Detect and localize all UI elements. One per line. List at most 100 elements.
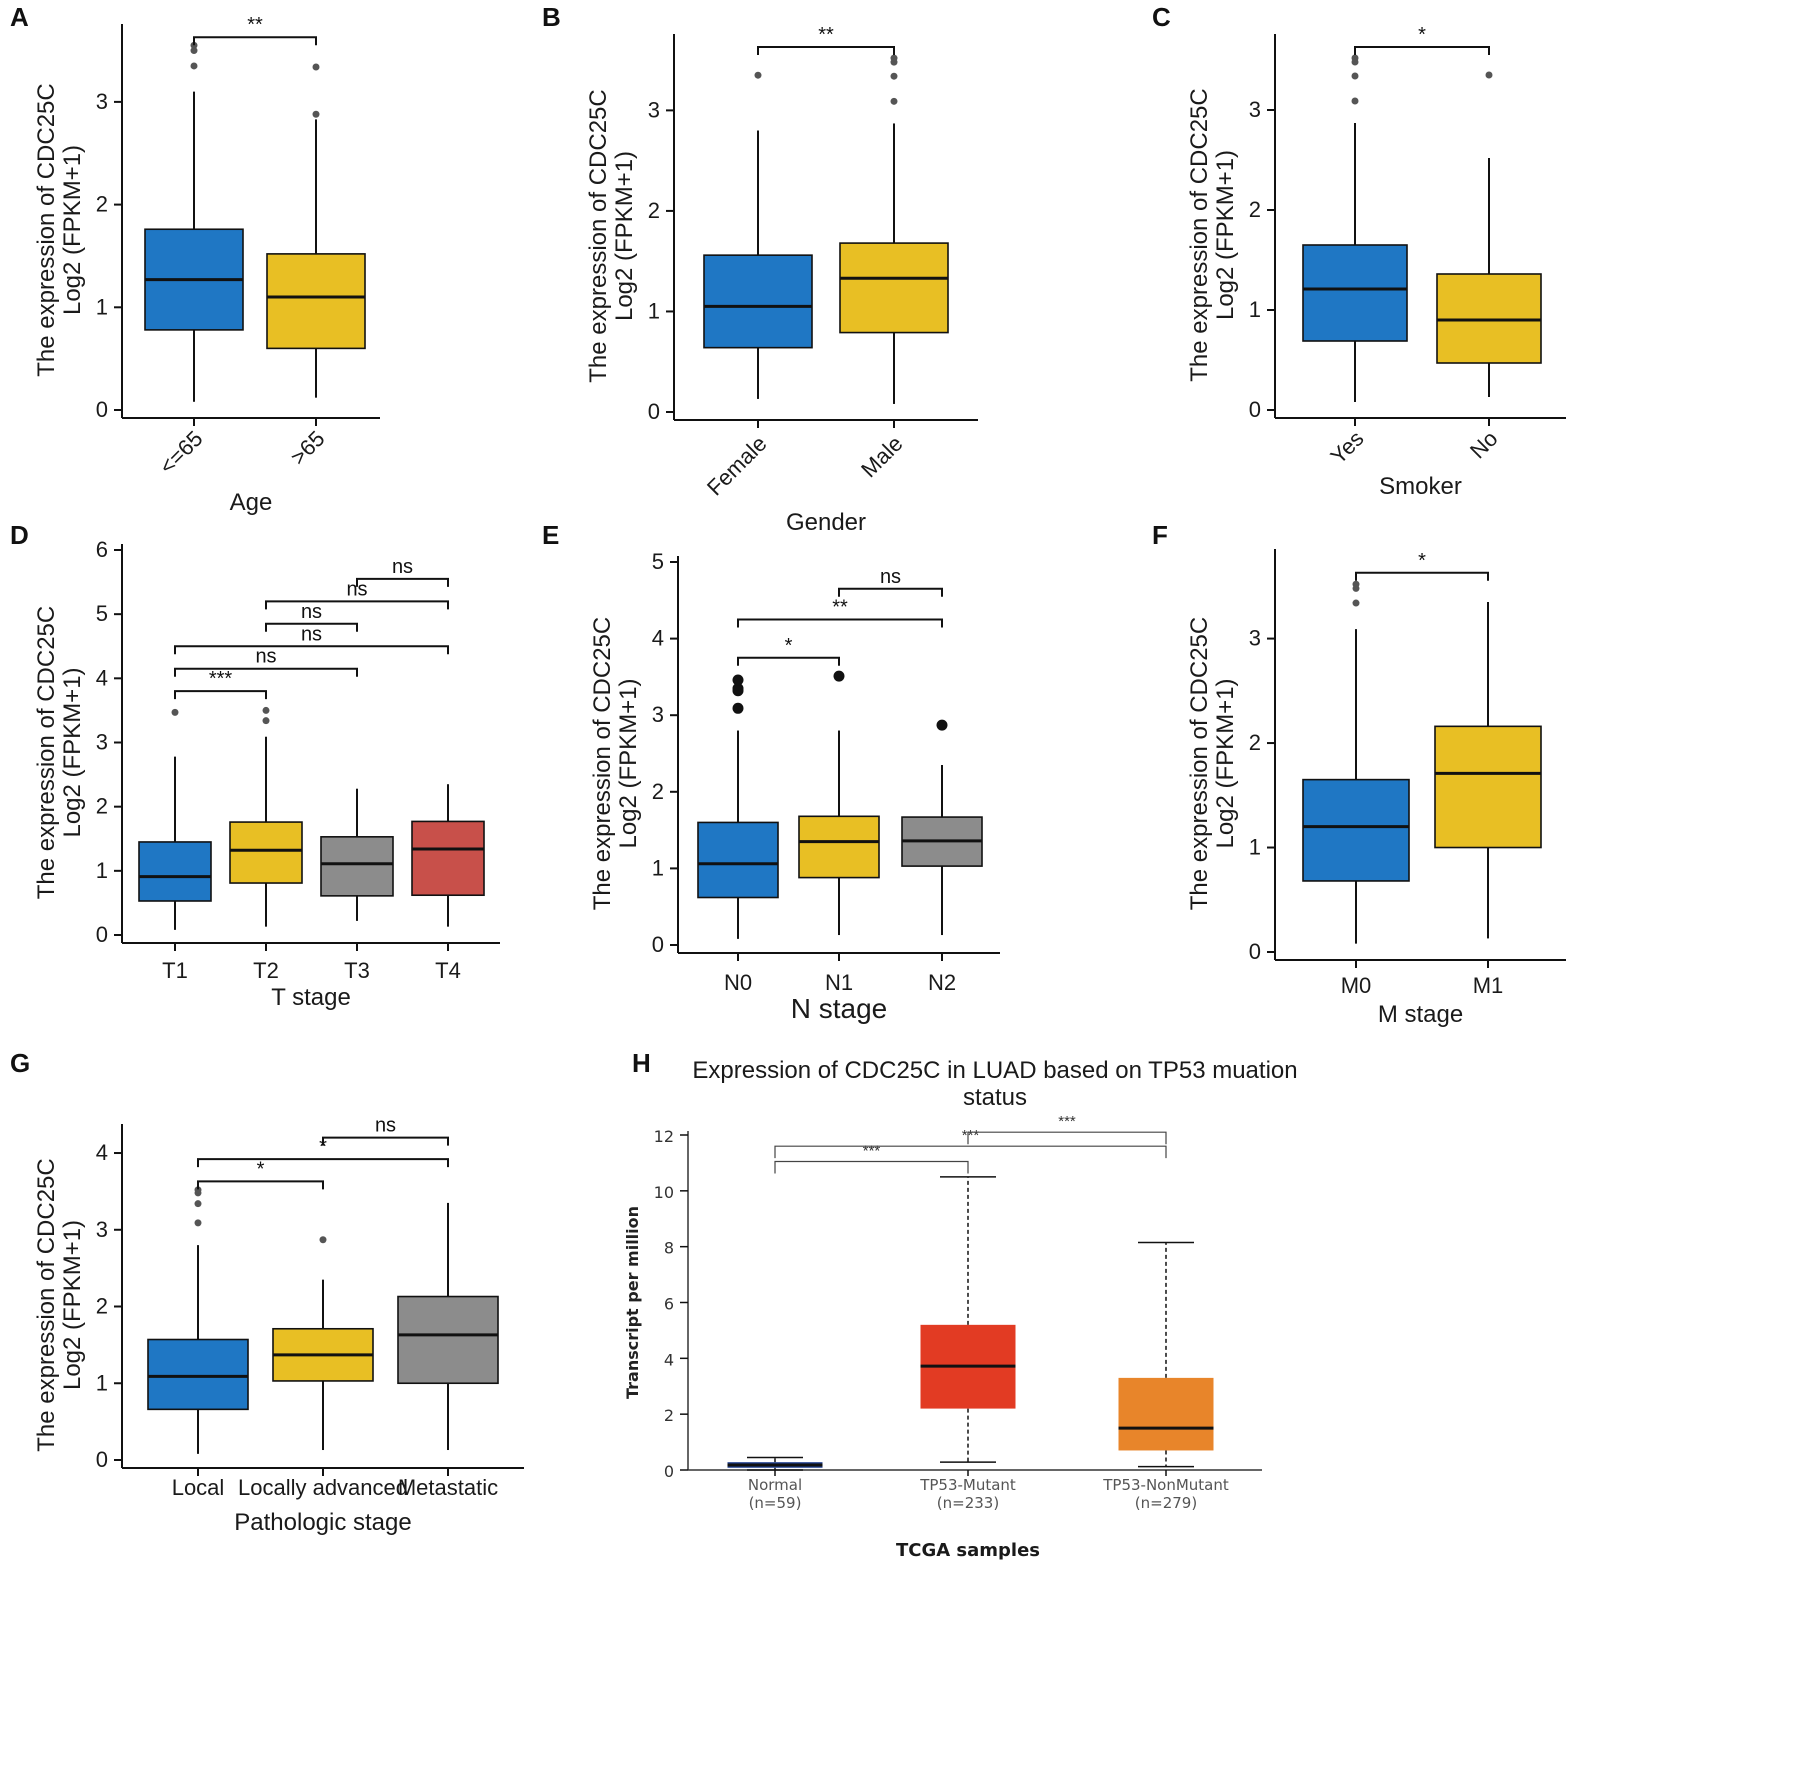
x-axis-label: T stage: [271, 984, 351, 1011]
y-tick-label: 0: [1249, 939, 1261, 964]
bracket-line: [356, 577, 449, 587]
box-female: Female: [702, 71, 813, 501]
bracket-line: [322, 1136, 449, 1146]
box-body: [266, 253, 366, 350]
bracket-line: [197, 1180, 324, 1190]
significance-label: ns: [255, 646, 276, 668]
outlier-point: [312, 63, 320, 71]
x-tick-label: N1: [825, 970, 853, 995]
box--65: >65: [266, 63, 366, 470]
bracket-line: [1355, 571, 1489, 581]
x-tick-label: >65: [285, 426, 329, 470]
significance-label: ns: [392, 556, 413, 578]
panel-letter: C: [1152, 2, 1171, 32]
significance-bracket: ***: [774, 1127, 1167, 1159]
y-tick-label: 4: [664, 1350, 674, 1369]
significance-label: ns: [301, 601, 322, 623]
box-body: [1118, 1377, 1214, 1451]
y-axis-label-line2: Log2 (FPKM+1): [1212, 678, 1239, 848]
y-axis-label-line1: The expression of CDC25C: [589, 617, 616, 910]
y-tick-label: 0: [96, 1447, 108, 1472]
significance-label: ns: [375, 1115, 396, 1137]
significance-bracket: ***: [967, 1113, 1167, 1145]
bracket-line: [757, 46, 895, 56]
significance-bracket: ***: [174, 668, 267, 700]
box-tp53-nonmutant: TP53-NonMutant(n=279): [1102, 1241, 1229, 1512]
x-axis-label: Age: [230, 489, 273, 516]
outlier-point: [890, 97, 898, 105]
outlier-point: [262, 706, 270, 714]
bracket-line: [174, 645, 449, 655]
y-tick-label: 6: [664, 1295, 674, 1314]
bracket-line: [174, 667, 358, 677]
x-tick-n-label: (n=59): [749, 1494, 802, 1512]
panel-e: E 0 1 2 3 4 5 The expression of CDC25CLog2 (FPK…: [542, 520, 1000, 1024]
box-t2: T2: [229, 706, 303, 983]
x-tick-label: No: [1465, 426, 1503, 464]
significance-bracket: ns: [356, 556, 449, 587]
bracket-line: [774, 1160, 969, 1174]
panel-b: B 0 1 2 3 The expression of CDC25CLog2 (FPKM+…: [542, 2, 978, 536]
box-body: [697, 821, 779, 899]
y-axis-label-line1: The expression of CDC25C: [33, 606, 60, 899]
outlier-point: [190, 41, 198, 49]
bracket-line: [774, 1145, 1167, 1159]
x-tick-label: Locally advanced: [238, 1475, 408, 1500]
y-tick-label: 1: [648, 298, 660, 323]
y-tick-label: 3: [652, 702, 664, 727]
significance-label: ***: [209, 668, 233, 690]
panel-c: C 0 1 2 3 The expression of CDC25CLog2 (FPKM+…: [1152, 2, 1566, 500]
y-tick-label: 0: [648, 399, 660, 424]
x-tick-label: Female: [702, 431, 772, 501]
x-tick-label: N2: [928, 970, 956, 995]
y-axis-label: The expression of CDC25CLog2 (FPKM+1): [33, 606, 86, 899]
significance-bracket: *: [1355, 550, 1489, 581]
x-tick-label: M1: [1473, 973, 1504, 998]
x-axis-label: Gender: [786, 509, 866, 536]
y-tick-label: 4: [652, 626, 664, 651]
y-axis-label-line2: Log2 (FPKM+1): [615, 678, 642, 848]
box-body: [1434, 725, 1542, 849]
box-m1: M1: [1434, 602, 1542, 998]
box--65: <=65: [144, 41, 244, 479]
significance-bracket: **: [757, 24, 895, 56]
y-tick-label: 3: [96, 1217, 108, 1242]
significance-label: ***: [1058, 1113, 1076, 1130]
box-no: No: [1436, 71, 1542, 464]
box-body: [798, 815, 880, 879]
x-tick-label: Male: [856, 431, 907, 482]
y-tick-label: 3: [96, 89, 108, 114]
y-tick-label: 2: [1249, 197, 1261, 222]
y-tick-label: 1: [96, 1370, 108, 1395]
bracket-line: [265, 600, 449, 610]
box-male: Male: [839, 54, 949, 482]
significance-bracket: **: [193, 14, 317, 46]
outlier-point: [890, 54, 898, 62]
y-tick-label: 2: [664, 1406, 674, 1425]
chart-title-line2: status: [963, 1084, 1027, 1111]
significance-label: ***: [962, 1127, 980, 1144]
outlier-point: [732, 674, 744, 686]
y-tick-label: 0: [96, 397, 108, 422]
x-tick-label: Local: [172, 1475, 225, 1500]
box-t4: T4: [411, 784, 485, 983]
y-tick-label: 1: [1249, 297, 1261, 322]
y-axis-label-line2: Log2 (FPKM+1): [59, 1220, 86, 1390]
outlier-point: [194, 1186, 202, 1194]
x-tick-label: Normal: [748, 1476, 802, 1494]
x-tick-label: TP53-NonMutant: [1102, 1476, 1229, 1494]
box-body: [1302, 244, 1408, 342]
x-tick-n-label: (n=279): [1135, 1494, 1197, 1512]
outlier-point: [262, 717, 270, 725]
significance-bracket: *: [1354, 24, 1490, 55]
y-tick-label: 1: [96, 858, 108, 883]
bracket-line: [737, 618, 943, 628]
y-tick-label: 3: [648, 97, 660, 122]
y-tick-label: 0: [1249, 397, 1261, 422]
outlier-point: [732, 702, 744, 714]
y-axis-label-line1: The expression of CDC25C: [1186, 88, 1213, 381]
box-tp53-mutant: TP53-Mutant(n=233): [919, 1176, 1016, 1512]
box-body: [397, 1295, 499, 1385]
y-axis-label: The expression of CDC25CLog2 (FPKM+1): [33, 1158, 86, 1451]
